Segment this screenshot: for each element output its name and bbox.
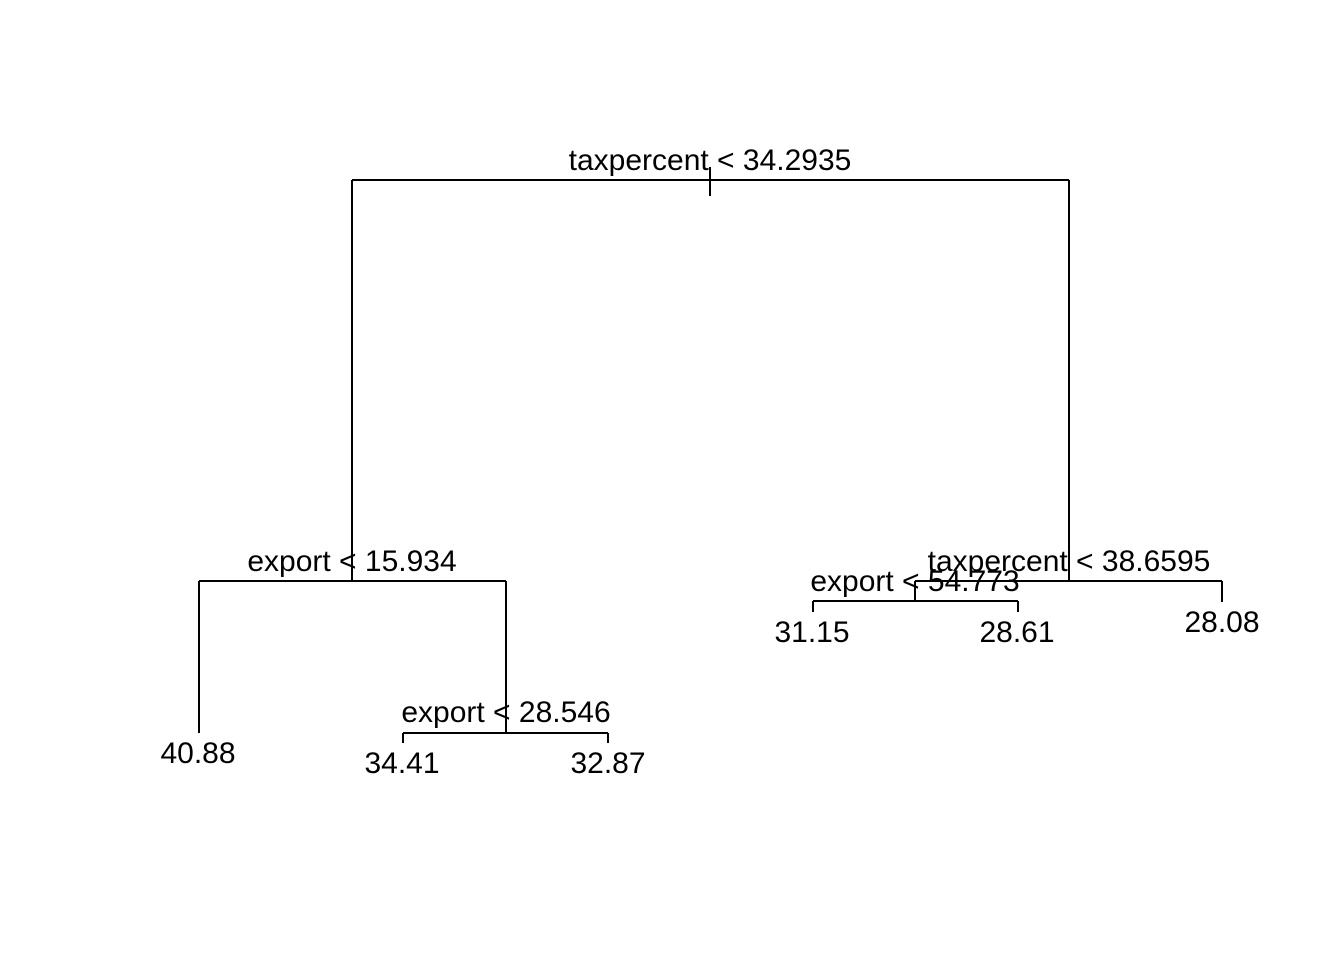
- leaf-label-5: 28.61: [979, 616, 1054, 649]
- leaf-label-1: 40.88: [160, 737, 235, 770]
- right-left-split-label: export < 54.773: [810, 565, 1019, 598]
- node-left: export < 15.934: [198, 545, 507, 733]
- node-root: taxpercent < 34.2935: [351, 144, 1070, 581]
- right-split-label: taxpercent < 38.6595: [928, 545, 1211, 578]
- leaf-label-4: 31.15: [774, 616, 849, 649]
- node-right: taxpercent < 38.6595: [914, 545, 1223, 602]
- leaf-label-3: 32.87: [570, 747, 645, 780]
- leaf-label-6: 28.08: [1184, 606, 1259, 639]
- node-left-right: export < 28.546: [401, 696, 611, 743]
- leaf-label-2: 34.41: [364, 747, 439, 780]
- root-split-label: taxpercent < 34.2935: [569, 144, 852, 177]
- left-right-split-label: export < 28.546: [401, 696, 610, 729]
- left-split-label: export < 15.934: [247, 545, 456, 578]
- node-right-left: export < 54.773: [810, 565, 1020, 612]
